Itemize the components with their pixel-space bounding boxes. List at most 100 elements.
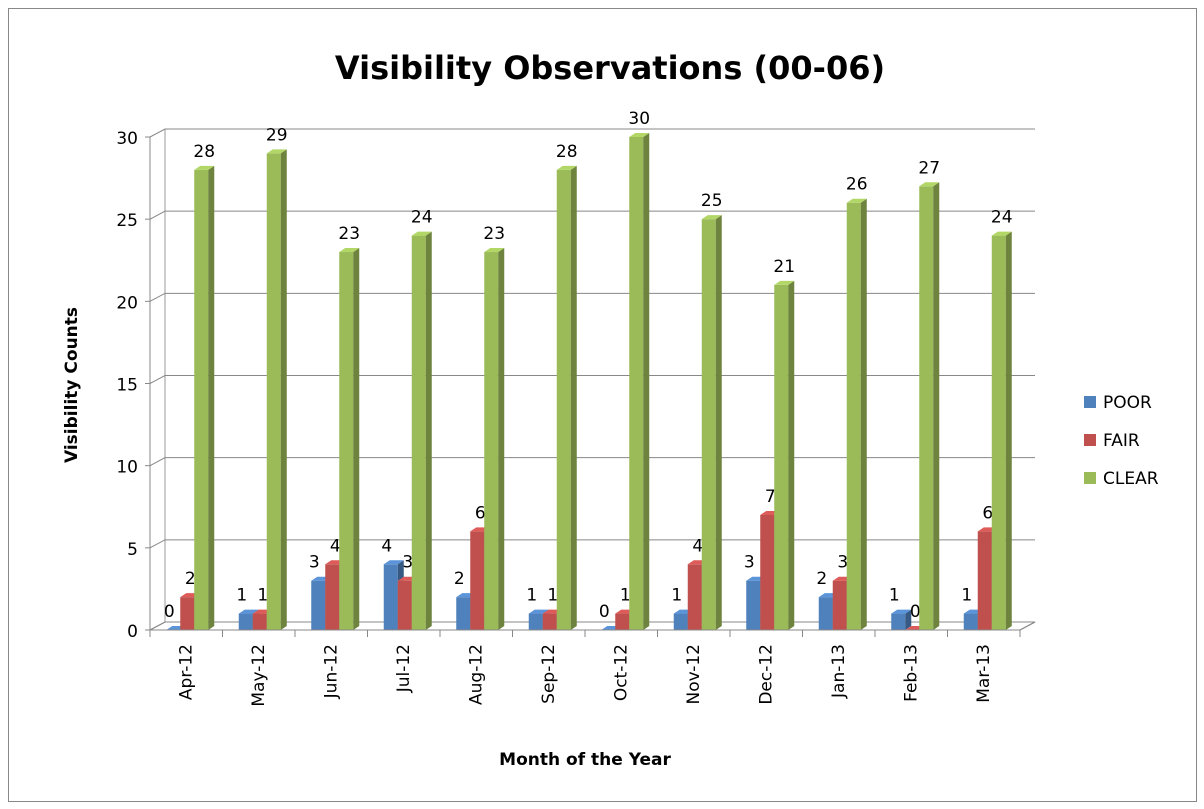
- data-label: 4: [692, 536, 703, 556]
- bar-front: [919, 186, 934, 631]
- bar-top: [339, 248, 360, 253]
- grid-line: [149, 375, 1035, 384]
- bar-top: [383, 560, 404, 565]
- data-label: 0: [910, 602, 921, 622]
- grid-line: [149, 292, 1035, 302]
- bar: [701, 215, 722, 630]
- y-axis-label: Visibility Counts: [62, 307, 82, 463]
- bar-front: [556, 169, 571, 630]
- bar-side: [353, 248, 360, 631]
- y-tick-label: 25: [116, 211, 138, 231]
- grid-line: [149, 621, 1035, 631]
- chart-title: Visibility Observations (00-06): [335, 49, 885, 87]
- bar-top: [919, 182, 940, 187]
- y-tick-label: 20: [116, 293, 138, 313]
- data-label: 1: [236, 586, 247, 606]
- legend-swatch: [1084, 472, 1096, 484]
- legend-label: CLEAR: [1103, 469, 1159, 489]
- grid-line: [149, 539, 1035, 549]
- bar-front: [977, 531, 992, 630]
- data-label: 4: [330, 536, 341, 556]
- data-label: 21: [773, 257, 795, 277]
- bar-front: [629, 137, 644, 630]
- bar-front: [673, 613, 688, 630]
- data-label: 2: [454, 569, 465, 589]
- x-tick-label: Dec-12: [756, 644, 776, 705]
- x-tick-label: Feb-13: [901, 644, 921, 702]
- bar: [891, 609, 912, 630]
- bar-top: [701, 215, 722, 220]
- bar-front: [818, 597, 833, 630]
- data-label: 2: [185, 569, 196, 589]
- bar-front: [963, 613, 978, 630]
- x-tick-label: Jan-13: [829, 644, 849, 699]
- bar-top: [411, 231, 432, 236]
- bar: [919, 182, 940, 631]
- bar-front: [194, 169, 209, 630]
- bar-front: [238, 613, 253, 630]
- floor-right: [1019, 621, 1036, 631]
- bar-front: [484, 252, 499, 631]
- x-tick-label: Apr-12: [176, 644, 196, 700]
- bar: [629, 133, 650, 630]
- bar-front: [311, 580, 326, 630]
- bar: [266, 149, 287, 630]
- data-label: 23: [338, 224, 360, 244]
- data-label: 2: [816, 569, 827, 589]
- bar: [774, 280, 795, 630]
- x-tick-label: May-12: [249, 644, 269, 707]
- data-label: 1: [889, 586, 900, 606]
- data-label: 25: [701, 191, 723, 211]
- data-label: 24: [411, 208, 433, 228]
- bar-side: [933, 182, 940, 631]
- bar-side: [280, 149, 287, 630]
- bar-front: [528, 613, 543, 630]
- bar-top: [556, 165, 577, 170]
- data-label: 1: [257, 586, 268, 606]
- data-label: 0: [164, 602, 175, 622]
- x-tick-label: Aug-12: [466, 644, 486, 705]
- bar-top: [238, 609, 259, 614]
- data-label: 1: [961, 586, 972, 606]
- grid-line: [149, 128, 1035, 138]
- data-label: 1: [620, 586, 631, 606]
- x-tick-label: Jul-12: [394, 644, 414, 693]
- data-label: 26: [846, 175, 868, 195]
- bar-top: [774, 280, 795, 285]
- bar-top: [991, 231, 1012, 236]
- bar-top: [846, 198, 867, 203]
- x-tick-label: Jun-12: [321, 644, 341, 699]
- bar-front: [687, 564, 702, 630]
- bar-side: [715, 215, 722, 630]
- bar-front: [760, 514, 775, 630]
- y-tick-label: 0: [127, 622, 138, 642]
- bar: [484, 248, 505, 631]
- bar-front: [891, 613, 906, 630]
- bar: [194, 165, 215, 630]
- data-label: 30: [628, 109, 650, 129]
- bar-front: [456, 597, 471, 630]
- data-label: 24: [991, 208, 1013, 228]
- bar-front: [339, 252, 354, 631]
- data-label: 6: [982, 503, 993, 523]
- bar: [339, 248, 360, 631]
- data-label: 3: [837, 553, 848, 573]
- data-label: 6: [475, 503, 486, 523]
- bar-front: [266, 153, 281, 630]
- legend-label: FAIR: [1103, 431, 1140, 451]
- bar-front: [542, 613, 557, 630]
- bar-side: [570, 165, 577, 630]
- data-label: 7: [765, 487, 776, 507]
- bar-top: [484, 248, 505, 253]
- grid-line: [149, 210, 1035, 220]
- legend-swatch: [1084, 434, 1096, 446]
- data-label: 23: [483, 224, 505, 244]
- bar-front: [991, 235, 1006, 630]
- grid-line: [149, 457, 1035, 467]
- bar-top: [266, 149, 287, 154]
- bar-side: [788, 280, 795, 630]
- data-label: 3: [402, 553, 413, 573]
- x-tick-label: Sep-12: [539, 644, 559, 704]
- bar-front: [180, 597, 195, 630]
- bar: [846, 198, 867, 630]
